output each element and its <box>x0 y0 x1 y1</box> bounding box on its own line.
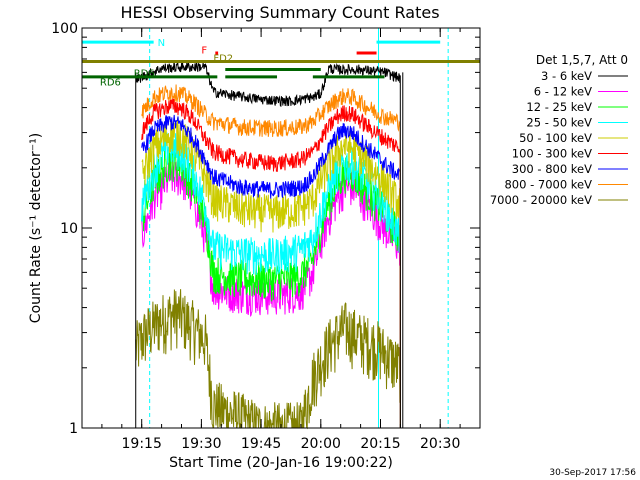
legend-label-8: 7000 - 20000 keV <box>490 193 592 207</box>
x-tick-label-2: 19:45 <box>241 436 281 452</box>
legend-label-2: 12 - 25 keV <box>526 100 592 114</box>
x-tick-label-3: 20:00 <box>301 436 341 452</box>
series-line-5 <box>141 98 401 429</box>
x-tick-label-1: 19:30 <box>181 436 221 452</box>
y-tick-label-2: 100 <box>51 21 78 37</box>
legend-label-0: 3 - 6 keV <box>541 69 592 83</box>
series-line-0 <box>135 61 401 429</box>
x-axis-label: Start Time (20-Jan-16 19:00:22) <box>169 455 393 471</box>
x-tick-label-5: 20:30 <box>420 436 460 452</box>
legend-label-7: 800 - 7000 keV <box>504 178 592 192</box>
series-line-7 <box>141 84 401 429</box>
legend-label-3: 25 - 50 keV <box>526 116 592 130</box>
footer-date: 30-Sep-2017 17:56 <box>549 468 636 478</box>
axis-ticks: 19:15 19:30 19:45 20:00 20:15 20:30 1 10 100 <box>51 21 481 452</box>
y-axis-label: Count Rate (s⁻¹ detector⁻¹) <box>28 133 44 323</box>
flag-label-1: F <box>201 46 207 57</box>
legend-title: Det 1,5,7, Att 0 <box>536 53 628 67</box>
flag-label-2: FD2 <box>213 54 233 65</box>
y-tick-label-1: 10 <box>60 221 78 237</box>
legend-label-1: 6 - 12 keV <box>534 85 592 99</box>
series-line-8 <box>135 289 401 430</box>
legend-label-5: 100 - 300 keV <box>512 147 592 161</box>
flag-label-3: RD6 <box>134 68 155 79</box>
flag-label-0: N <box>158 38 165 49</box>
chart-title: HESSI Observing Summary Count Rates <box>120 3 439 22</box>
series-line-4 <box>141 117 401 429</box>
plot-area: N F FD2 RD6 RD6 <box>82 28 480 430</box>
plot-frame <box>81 27 481 429</box>
x-tick-label-4: 20:15 <box>360 436 400 452</box>
legend-label-6: 300 - 800 keV <box>512 162 592 176</box>
flag-label-4: RD6 <box>100 78 121 89</box>
x-tick-label-0: 19:15 <box>122 436 162 452</box>
series-line-6 <box>141 114 401 429</box>
y-tick-label-0: 1 <box>69 421 78 437</box>
series-line-3 <box>141 130 401 429</box>
legend-label-4: 50 - 100 keV <box>519 131 592 145</box>
